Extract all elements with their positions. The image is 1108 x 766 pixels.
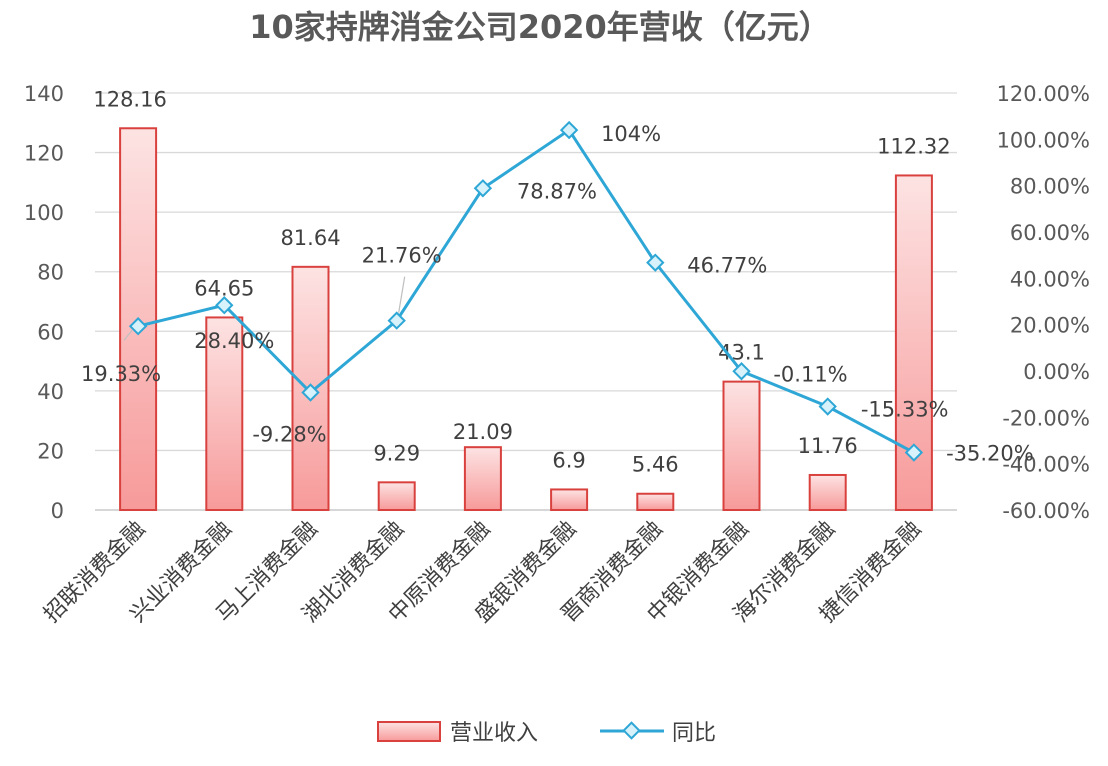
line-marker xyxy=(904,443,924,462)
line-data-label: 78.87% xyxy=(517,179,597,203)
right-tick-label: 0.00% xyxy=(1023,360,1090,384)
right-tick-label: 20.00% xyxy=(1010,314,1090,338)
line-marker xyxy=(646,253,665,272)
left-tick-label: 0 xyxy=(51,499,64,523)
bar-data-label: 128.16 xyxy=(93,87,166,111)
line-series: 19.33% 28.40% -9.28% 21.76% 78.87% 104% 46.77%… xyxy=(81,120,1034,466)
legend: 营业收入 同比 xyxy=(377,721,716,746)
line-data-label: -35.20% xyxy=(946,442,1034,466)
legend-swatch-revenue xyxy=(377,721,441,742)
legend-label-yoy: 同比 xyxy=(672,721,716,746)
chart-title: 10家持牌消金公司2020年营收（亿元） xyxy=(249,8,831,46)
right-tick-label: 60.00% xyxy=(1010,221,1090,245)
right-axis: -60.00% -40.00% -20.00% 0.00% 20.00% 40.00% 60… xyxy=(997,82,1090,523)
right-tick-label: 40.00% xyxy=(1010,267,1090,291)
line-marker xyxy=(818,397,837,416)
bar-data-label: 112.32 xyxy=(877,134,950,158)
left-tick-label: 120 xyxy=(24,142,64,166)
left-tick-label: 140 xyxy=(24,82,64,106)
left-tick-label: 40 xyxy=(37,380,64,404)
leader-line xyxy=(398,276,406,313)
line-data-label: 19.33% xyxy=(81,362,161,386)
left-tick-label: 60 xyxy=(37,320,64,344)
right-tick-label: -40.00% xyxy=(1002,453,1090,477)
bar xyxy=(377,481,416,511)
line-data-label: 28.40% xyxy=(194,329,274,353)
bar xyxy=(636,492,675,511)
bar xyxy=(808,473,847,511)
line-marker xyxy=(732,362,751,381)
line-path xyxy=(137,127,915,454)
right-tick-label: 80.00% xyxy=(1010,175,1090,199)
bar-data-label: 21.09 xyxy=(453,420,513,444)
right-tick-label: 120.00% xyxy=(997,82,1090,106)
line-marker xyxy=(215,296,234,315)
leader-line xyxy=(123,329,133,341)
line-marker xyxy=(128,317,148,336)
bar xyxy=(463,446,502,511)
line-data-label: 21.76% xyxy=(362,244,442,268)
line-marker xyxy=(387,311,406,330)
left-tick-label: 20 xyxy=(37,439,64,463)
left-tick-label: 100 xyxy=(24,201,64,225)
line-marker xyxy=(473,179,493,198)
bar-data-label: 81.64 xyxy=(280,226,340,250)
category-axis: 招联消费金融兴业消费金融马上消费金融湖北消费金融中原消费金融盛银消费金融晋商消费… xyxy=(39,517,926,628)
line-marker xyxy=(301,383,320,402)
left-tick-label: 80 xyxy=(37,261,64,285)
bar-data-label: 5.46 xyxy=(632,453,679,477)
line-marker xyxy=(559,120,579,140)
bar-data-label: 11.76 xyxy=(798,434,858,458)
line-data-label: 104% xyxy=(601,122,661,146)
bar xyxy=(722,380,761,511)
right-tick-label: 100.00% xyxy=(997,128,1090,152)
line-data-label: 46.77% xyxy=(687,254,767,278)
bar-data-label: 9.29 xyxy=(373,441,420,465)
bar-data-label: 6.9 xyxy=(552,448,585,472)
bar xyxy=(205,316,244,511)
line-data-label: -9.28% xyxy=(252,422,326,446)
right-tick-label: -60.00% xyxy=(1002,499,1090,523)
legend-marker-yoy xyxy=(622,721,641,740)
line-data-label: -0.11% xyxy=(773,362,847,386)
line-data-label: -15.33% xyxy=(861,398,949,422)
bar xyxy=(550,488,589,511)
right-tick-label: -20.00% xyxy=(1002,406,1090,430)
legend-label-revenue: 营业收入 xyxy=(450,721,538,746)
left-axis: 0 20 40 60 80 100 120 140 xyxy=(24,82,64,523)
